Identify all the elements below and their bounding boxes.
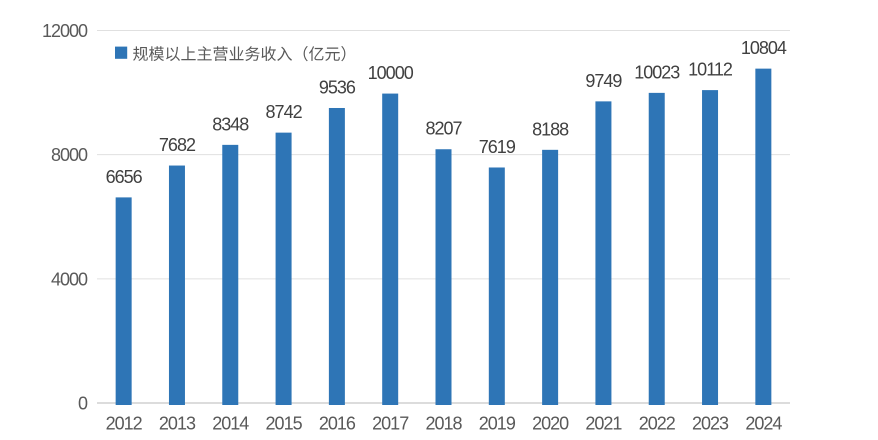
svg-text:7682: 7682 (159, 135, 196, 155)
svg-text:2013: 2013 (159, 413, 196, 433)
svg-text:6656: 6656 (106, 167, 143, 187)
svg-text:2019: 2019 (479, 413, 516, 433)
svg-text:12000: 12000 (42, 21, 88, 41)
svg-text:9749: 9749 (585, 71, 622, 91)
svg-text:0: 0 (78, 394, 88, 414)
svg-text:8000: 8000 (51, 145, 88, 165)
svg-text:2014: 2014 (212, 413, 249, 433)
svg-text:10000: 10000 (368, 63, 414, 83)
svg-text:2020: 2020 (532, 413, 569, 433)
svg-text:2018: 2018 (425, 413, 462, 433)
svg-text:2022: 2022 (639, 413, 676, 433)
svg-text:2024: 2024 (745, 413, 782, 433)
svg-text:2021: 2021 (585, 413, 622, 433)
svg-text:2017: 2017 (372, 413, 409, 433)
svg-text:8348: 8348 (212, 114, 249, 134)
svg-text:2015: 2015 (266, 413, 303, 433)
svg-text:10112: 10112 (688, 60, 733, 80)
svg-text:2016: 2016 (319, 413, 356, 433)
svg-text:8188: 8188 (532, 119, 569, 139)
svg-text:4000: 4000 (51, 269, 88, 289)
svg-text:8207: 8207 (425, 119, 462, 139)
svg-text:2023: 2023 (692, 413, 729, 433)
svg-text:9536: 9536 (319, 77, 356, 97)
svg-text:8742: 8742 (266, 102, 303, 122)
svg-text:10804: 10804 (741, 38, 787, 58)
svg-text:10023: 10023 (634, 62, 680, 82)
svg-text:7619: 7619 (479, 137, 516, 157)
svg-text:2012: 2012 (106, 413, 143, 433)
